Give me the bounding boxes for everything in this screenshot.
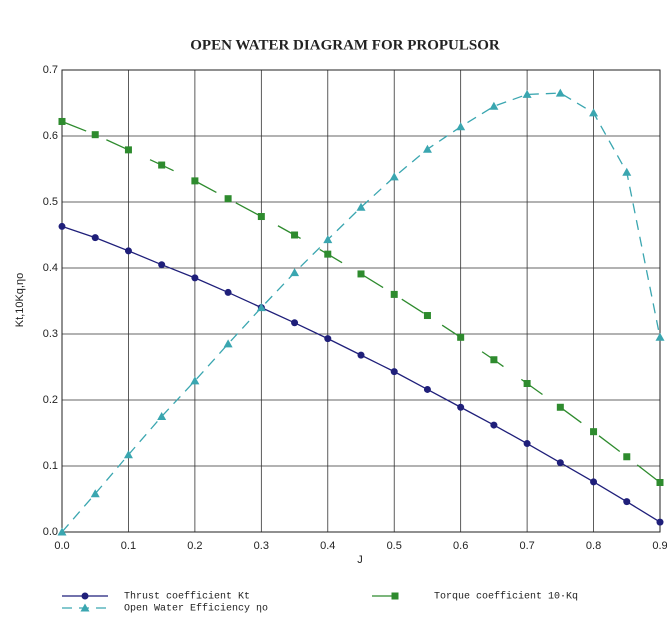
plot-frame xyxy=(61,69,661,533)
y-axis-label: Kt,10Kq,ηo xyxy=(14,273,26,327)
y-tick-label: 0.5 xyxy=(43,196,58,208)
x-tick-label: 0.8 xyxy=(586,540,601,552)
y-tick-label: 0.6 xyxy=(43,130,58,142)
data-point xyxy=(390,290,398,298)
data-point xyxy=(457,333,465,341)
legend-label: Thrust coefficient Kt xyxy=(124,591,250,603)
data-point xyxy=(323,235,333,244)
x-tick-label: 0.5 xyxy=(387,540,402,552)
data-point xyxy=(356,202,366,211)
data-point xyxy=(623,498,631,506)
data-point xyxy=(324,335,332,343)
x-tick-label: 0.7 xyxy=(519,540,534,552)
y-tick-label: 0.3 xyxy=(43,328,58,340)
data-point xyxy=(91,234,99,242)
legend-label: Open Water Efficiency ηo xyxy=(124,603,268,615)
data-point xyxy=(58,117,66,125)
data-point xyxy=(158,261,166,269)
legend-marker xyxy=(81,592,89,600)
data-point xyxy=(389,172,399,181)
data-point xyxy=(489,101,499,110)
data-point xyxy=(523,380,531,387)
data-point xyxy=(123,450,133,459)
data-point xyxy=(589,108,599,117)
y-tick-label: 0.7 xyxy=(43,64,58,76)
data-point xyxy=(590,478,598,486)
data-point xyxy=(124,146,132,154)
legend-marker xyxy=(80,603,90,612)
data-point xyxy=(623,453,631,461)
data-point xyxy=(191,274,199,282)
x-tick-label: 0.2 xyxy=(187,540,202,552)
x-tick-label: 0.3 xyxy=(254,540,269,552)
data-point xyxy=(291,319,299,327)
data-point xyxy=(256,303,266,312)
x-tick-label: 0.9 xyxy=(652,540,667,552)
x-tick-label: 0.1 xyxy=(121,540,136,552)
data-point xyxy=(457,403,465,411)
y-tick-label: 0.1 xyxy=(43,460,58,472)
data-point xyxy=(490,356,498,364)
data-point xyxy=(556,403,564,411)
data-point xyxy=(490,421,498,429)
data-point xyxy=(191,177,199,185)
data-point xyxy=(590,428,598,436)
legend-marker xyxy=(391,592,399,600)
data-point xyxy=(324,250,332,258)
data-point xyxy=(622,167,632,176)
data-point xyxy=(223,339,233,348)
data-point xyxy=(656,518,664,526)
data-point xyxy=(291,231,299,239)
data-point xyxy=(190,376,200,385)
data-point xyxy=(655,332,665,341)
data-point xyxy=(456,122,466,131)
data-point xyxy=(555,88,565,97)
data-point xyxy=(556,459,564,467)
data-point xyxy=(423,385,431,393)
legend-label: Torque coefficient 10·Kq xyxy=(434,591,578,603)
data-point xyxy=(522,89,532,98)
data-point xyxy=(158,161,166,169)
x-tick-label: 0.6 xyxy=(453,540,468,552)
data-point xyxy=(390,368,398,376)
data-point xyxy=(224,195,232,203)
y-tick-label: 0.2 xyxy=(43,394,58,406)
data-point xyxy=(357,351,365,359)
data-point xyxy=(124,247,132,255)
x-tick-label: 0.4 xyxy=(320,540,335,552)
y-tick-label: 0.0 xyxy=(43,526,58,538)
data-point xyxy=(290,268,300,277)
chart-title: OPEN WATER DIAGRAM FOR PROPULSOR xyxy=(190,37,500,53)
data-point xyxy=(157,412,167,420)
x-tick-label: 0.0 xyxy=(54,540,69,552)
y-tick-label: 0.4 xyxy=(43,262,58,274)
data-point xyxy=(423,312,431,320)
data-point xyxy=(90,489,100,498)
data-point xyxy=(523,440,531,448)
data-point xyxy=(422,144,432,153)
data-point xyxy=(57,527,67,536)
data-point xyxy=(224,288,232,296)
data-point xyxy=(58,222,66,230)
data-point xyxy=(91,131,99,139)
data-point xyxy=(656,479,664,486)
data-point xyxy=(257,213,265,221)
x-axis-label: J xyxy=(357,554,363,566)
data-point xyxy=(357,270,365,278)
